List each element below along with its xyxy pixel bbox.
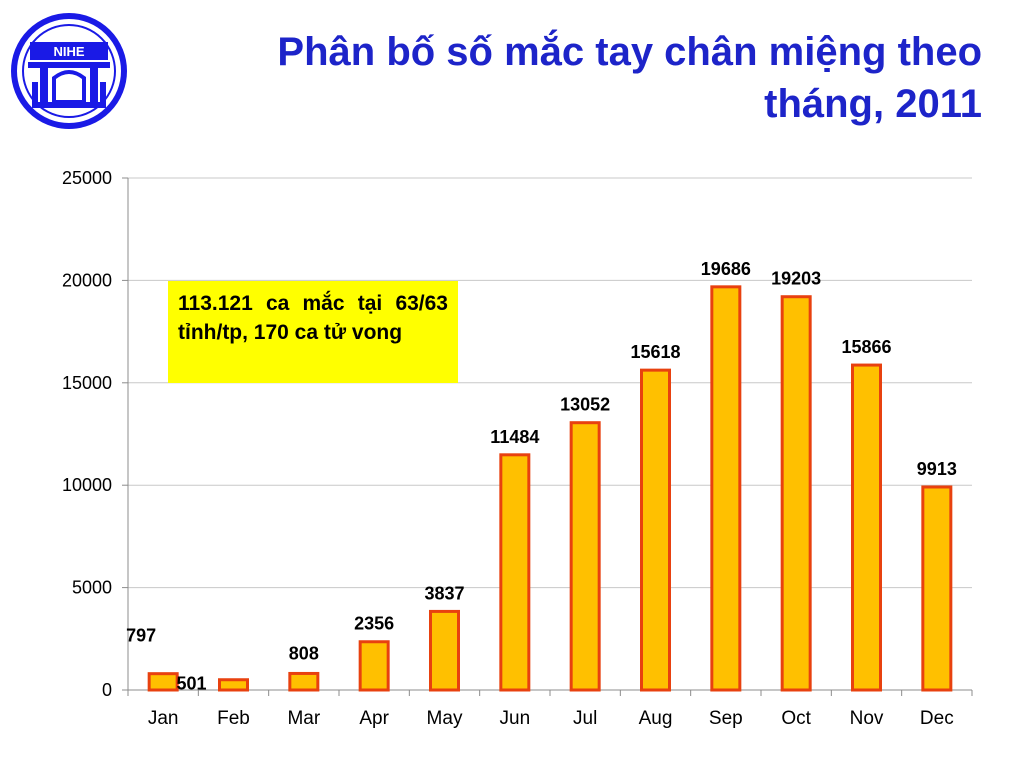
x-tick-label: May — [427, 708, 463, 729]
x-tick-label: Nov — [850, 708, 884, 729]
bar-aug — [640, 368, 671, 692]
x-tick-label: Dec — [920, 708, 954, 729]
y-tick-label: 0 — [102, 680, 112, 700]
x-tick-label: Jul — [573, 708, 597, 729]
data-label-nov: 15866 — [841, 337, 891, 357]
gridlines — [128, 177, 972, 691]
x-axis-labels: Jan Feb Mar Apr May Jun Jul Aug Sep Oct Nov Dec — [148, 708, 954, 729]
data-label-may: 3837 — [424, 583, 464, 603]
x-tick-label: Sep — [709, 708, 743, 729]
x-tick-label: Apr — [359, 708, 389, 729]
bar-may — [429, 609, 460, 692]
nihe-logo: NIHE — [11, 13, 127, 129]
y-tick-label: 10000 — [62, 475, 112, 495]
data-label-mar: 808 — [289, 643, 319, 663]
bar-jun — [499, 453, 531, 692]
summary-callout: 113.121 ca mắc tại 63/63 tỉnh/tp, 170 ca… — [168, 281, 458, 383]
bar-oct — [780, 295, 812, 692]
y-tick-label: 25000 — [62, 168, 112, 188]
data-label-jun: 11484 — [490, 427, 539, 447]
bars — [147, 285, 953, 692]
page-title: Phân bố số mắc tay chân miệng theo tháng… — [277, 30, 982, 126]
bar-sep — [710, 285, 742, 692]
bar-jul — [569, 421, 601, 692]
bar-jan — [147, 672, 179, 692]
bar-feb — [218, 678, 249, 692]
x-tick-label: Oct — [781, 708, 811, 729]
data-label-oct: 19203 — [771, 269, 821, 289]
x-tick-label: Jun — [500, 708, 531, 729]
x-tick-label: Mar — [287, 708, 320, 729]
data-label-feb: 501 — [176, 674, 206, 694]
x-tick-label: Feb — [217, 708, 250, 729]
data-label-apr: 2356 — [354, 614, 394, 634]
y-tick-label: 20000 — [62, 270, 112, 290]
logo-text: NIHE — [53, 44, 84, 59]
x-tick-label: Aug — [639, 708, 673, 729]
data-label-aug: 15618 — [630, 342, 680, 362]
x-tick-label: Jan — [148, 708, 179, 729]
data-label-jul: 13052 — [560, 395, 610, 415]
y-tick-label: 5000 — [72, 578, 112, 598]
y-tick-label: 15000 — [62, 373, 112, 393]
bar-mar — [288, 671, 320, 692]
bar-dec — [921, 485, 953, 692]
y-axis: 0 5000 10000 15000 20000 25000 — [62, 168, 973, 700]
bar-apr — [358, 640, 390, 692]
bar-nov — [851, 363, 882, 692]
data-label-sep: 19686 — [701, 259, 751, 279]
data-labels: 797 501 808 2356 3837 11484 13052 15618 19686 192… — [126, 259, 957, 694]
data-label-jan: 797 — [126, 626, 156, 646]
data-label-dec: 9913 — [917, 459, 957, 479]
